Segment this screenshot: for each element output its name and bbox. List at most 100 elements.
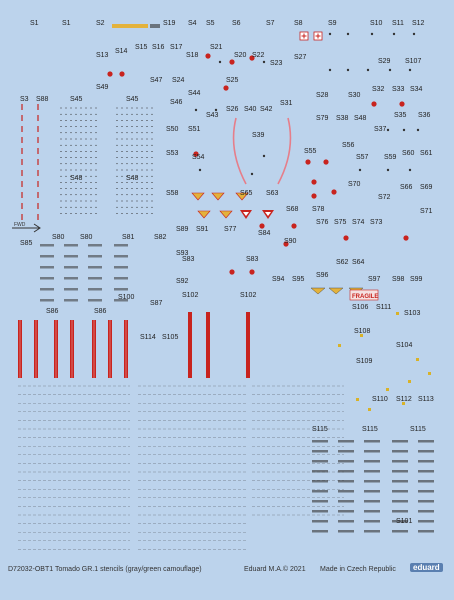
decal-number-s115: S115 <box>362 426 378 433</box>
red-stripe-decal <box>124 320 128 378</box>
yellow-marker-decal <box>338 344 341 347</box>
no-step-stencil <box>364 510 380 513</box>
yellow-marker-decal <box>408 380 411 383</box>
stencil-text-block <box>88 255 102 258</box>
decal-number-s103: S103 <box>404 310 421 317</box>
decal-number-s40: S40 <box>244 106 257 113</box>
no-step-stencil <box>392 520 408 523</box>
dark-dot-decal <box>262 154 266 158</box>
decal-number-s57: S57 <box>356 154 369 161</box>
no-step-stencil <box>364 470 380 473</box>
decal-number-s91: S91 <box>196 226 209 233</box>
decal-number-s109: S109 <box>356 358 373 365</box>
no-step-stencil <box>338 470 354 473</box>
decal-number-s84: S84 <box>258 230 271 237</box>
winged-decal <box>219 210 233 219</box>
no-step-stencil <box>312 480 328 483</box>
decal-number-s71: S71 <box>420 208 433 215</box>
stencil-text-block <box>114 255 128 258</box>
stencil-text-block <box>40 288 54 291</box>
stencil-text-block <box>40 255 54 258</box>
yellow-marker-decal <box>402 402 405 405</box>
decal-number-s19: S19 <box>163 20 176 27</box>
decal-number-s97: S97 <box>368 276 381 283</box>
decal-number-s36: S36 <box>418 112 431 119</box>
no-step-stencil <box>392 530 408 533</box>
red-arc-decal <box>232 117 247 185</box>
decal-number-s96: S96 <box>316 272 329 279</box>
no-step-stencil <box>364 500 380 503</box>
decal-number-s3: S3 <box>20 96 29 103</box>
red-dot-decal <box>371 101 377 107</box>
no-step-stencil <box>338 440 354 443</box>
dark-dot-decal <box>392 32 396 36</box>
no-step-stencil <box>364 450 380 453</box>
stencil-text-block <box>88 288 102 291</box>
decal-number-s100: S100 <box>118 294 135 301</box>
red-stripe-highlight <box>109 320 111 378</box>
no-step-stencil <box>312 450 328 453</box>
decal-number-s12: S12 <box>412 20 425 27</box>
no-step-stencil <box>312 530 328 533</box>
decal-number-s111: S111 <box>376 304 392 311</box>
decal-number-s49: S49 <box>96 84 109 91</box>
stencil-text-block <box>114 244 128 247</box>
no-step-stencil <box>392 510 408 513</box>
dark-dot-decal <box>346 32 350 36</box>
yellow-marker-decal <box>360 334 363 337</box>
decal-number-s79: S79 <box>316 115 329 122</box>
stencil-text-block <box>64 277 78 280</box>
decal-number-s24: S24 <box>172 77 185 84</box>
decal-number-s105: S105 <box>162 334 179 341</box>
no-step-stencil <box>338 510 354 513</box>
red-dot-decal <box>331 189 337 195</box>
red-dot-decal <box>283 241 289 247</box>
decal-number-s7: S7 <box>266 20 275 27</box>
no-step-stencil <box>312 520 328 523</box>
decal-number-s112: S112 <box>396 396 412 403</box>
no-step-stencil <box>418 500 434 503</box>
decal-number-s21: S21 <box>210 44 223 51</box>
no-step-stencil <box>392 470 408 473</box>
decal-number-s53: S53 <box>166 150 179 157</box>
decal-number-s45: S45 <box>126 96 139 103</box>
red-dot-decal <box>311 193 317 199</box>
decal-number-s94: S94 <box>272 276 285 283</box>
eduard-logo: eduard <box>410 563 443 572</box>
decal-number-s63: S63 <box>266 190 279 197</box>
winged-decal <box>211 192 225 201</box>
no-step-stencil <box>312 440 328 443</box>
yellow-strip-decal <box>112 24 148 28</box>
yellow-marker-decal <box>356 398 359 401</box>
decal-number-s114: S114 <box>140 334 156 341</box>
winged-decal <box>310 287 326 295</box>
decal-number-s80: S80 <box>80 234 93 241</box>
no-step-stencil <box>392 440 408 443</box>
decal-number-s102: S102 <box>240 292 257 299</box>
red-stripe-decal <box>92 320 96 378</box>
decal-number-s56: S56 <box>342 142 355 149</box>
decal-number-s8: S8 <box>294 20 303 27</box>
winged-decal <box>197 210 211 219</box>
decal-number-s27: S27 <box>294 54 307 61</box>
no-step-stencil <box>418 440 434 443</box>
decal-number-s37: S37 <box>374 126 387 133</box>
winged-decal <box>328 287 344 295</box>
red-stripe-decal <box>70 320 74 378</box>
decal-number-s1: S1 <box>62 20 71 27</box>
decal-number-s93: S93 <box>176 250 189 257</box>
decal-number-s17: S17 <box>170 44 183 51</box>
stencil-text-block <box>88 277 102 280</box>
red-stripe-highlight <box>125 320 127 378</box>
stencil-text-block <box>88 266 102 269</box>
no-step-stencil <box>418 460 434 463</box>
dark-dot-decal <box>388 68 392 72</box>
no-step-stencil <box>392 500 408 503</box>
red-stripe-decal <box>34 320 38 378</box>
no-step-stencil <box>392 480 408 483</box>
dark-dot-decal <box>408 68 412 72</box>
decal-number-s34: S34 <box>410 86 423 93</box>
decal-number-s51: S51 <box>188 126 201 133</box>
decal-number-s48: S48 <box>354 115 367 122</box>
